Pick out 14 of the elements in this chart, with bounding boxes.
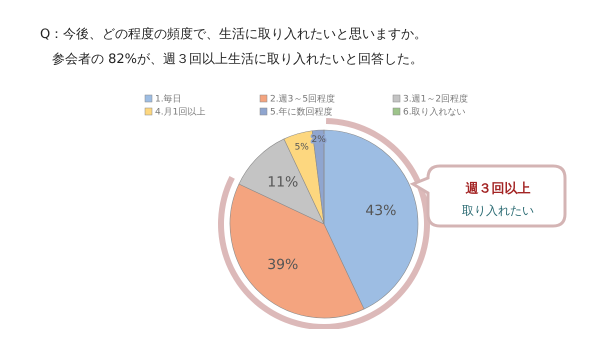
legend-label: 5.年に数回程度: [270, 106, 333, 118]
legend-label: 6.取り入れない: [403, 106, 466, 118]
data-label: 11%: [267, 174, 298, 191]
legend-label: 2.週3～5回程度: [270, 93, 336, 104]
data-label: 43%: [365, 203, 396, 220]
text: 取り入れたい: [462, 203, 534, 218]
chart-subtitle: 参会者の 82%が、週３回以上生活に取り入れたいと回答した。: [52, 52, 424, 67]
chart-title: Q：今後、どの程度の頻度で、生活に取り入れたいと思いますか。: [40, 26, 428, 42]
legend-label: 1.毎日: [155, 93, 182, 104]
data-label: 5%: [294, 142, 310, 153]
data-label: 39%: [267, 257, 298, 274]
legend-label: 4.月1回以上: [155, 106, 206, 118]
text: 週３回以上: [464, 182, 530, 197]
legend-label: 3.週1～2回程度: [403, 93, 468, 104]
